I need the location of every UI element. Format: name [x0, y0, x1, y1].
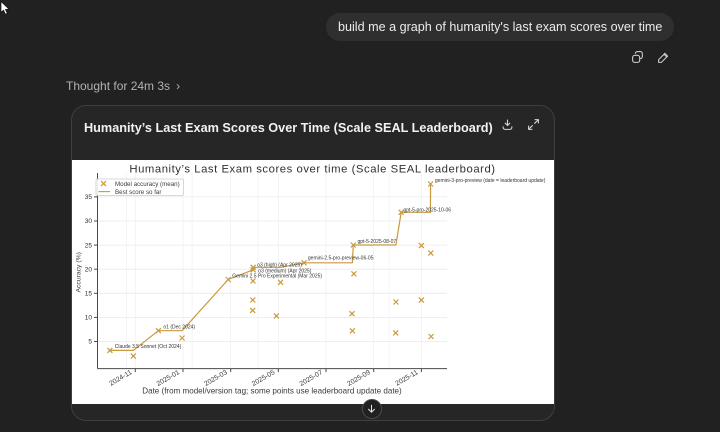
svg-text:gpt-5-pro-2025-10-06: gpt-5-pro-2025-10-06 [404, 208, 452, 214]
svg-text:20: 20 [85, 266, 93, 273]
svg-text:30: 30 [85, 218, 93, 225]
svg-text:Best score so far: Best score so far [115, 189, 161, 196]
svg-text:gemini-3-pro-preview (date = l: gemini-3-pro-preview (date = leaderboard… [435, 178, 546, 184]
svg-text:10: 10 [85, 315, 93, 322]
svg-text:5: 5 [88, 339, 92, 346]
svg-text:Date (from model/version tag;: Date (from model/version tag; some point… [142, 387, 402, 396]
svg-text:gpt-5-2025-08-07: gpt-5-2025-08-07 [358, 239, 397, 245]
svg-text:25: 25 [85, 242, 93, 249]
svg-text:o3 (medium) (Apr 2025): o3 (medium) (Apr 2025) [258, 268, 311, 274]
svg-text:Humanity’s Last Exam scores ov: Humanity’s Last Exam scores over time (S… [129, 164, 495, 176]
svg-text:35: 35 [85, 194, 93, 201]
svg-text:15: 15 [85, 291, 93, 298]
svg-text:Model accuracy (mean): Model accuracy (mean) [115, 181, 180, 188]
svg-text:Accuracy (%): Accuracy (%) [76, 252, 83, 292]
svg-text:o1 (Dec 2024): o1 (Dec 2024) [163, 324, 195, 330]
svg-text:gemini-2.5-pro-preview-06-05: gemini-2.5-pro-preview-06-05 [308, 256, 374, 262]
svg-text:o3 (high) (Apr 2025): o3 (high) (Apr 2025) [257, 263, 302, 269]
svg-text:Claude 3.5 Sonnet (Oct 2024): Claude 3.5 Sonnet (Oct 2024) [115, 344, 182, 350]
svg-text:Gemini 2.5 Pro Experimental (M: Gemini 2.5 Pro Experimental (Mar 2025) [232, 274, 322, 280]
